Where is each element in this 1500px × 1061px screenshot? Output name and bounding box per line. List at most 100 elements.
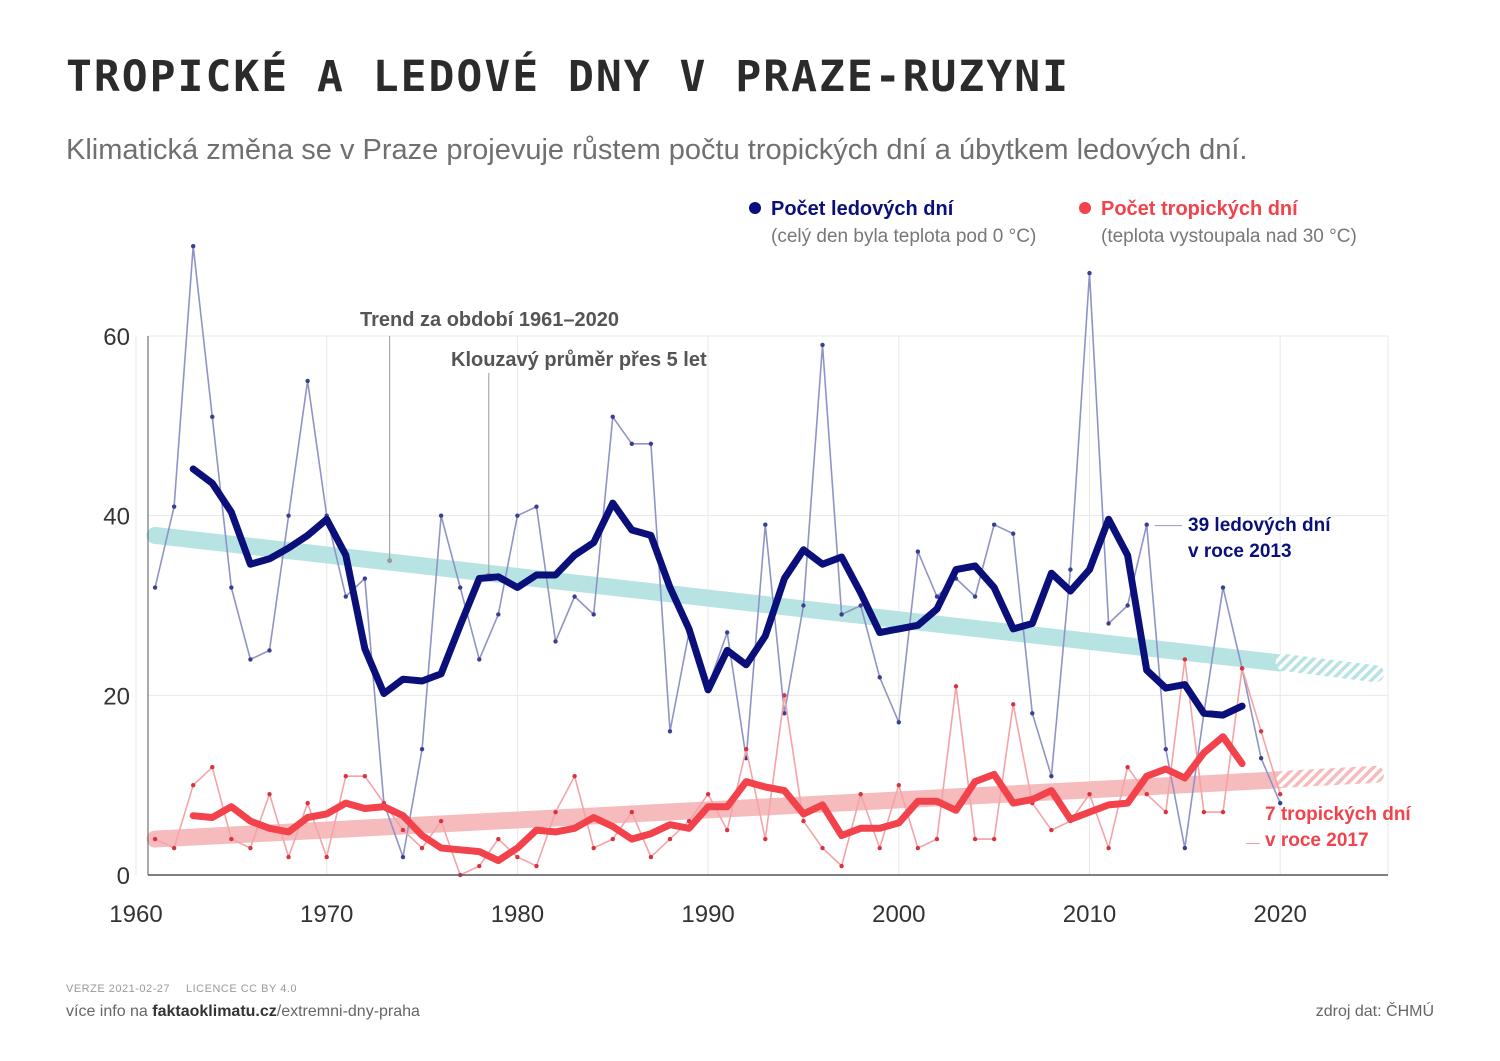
moving-average-annotation: Klouzavý průměr přes 5 let [451, 349, 707, 371]
x-tick-label: 1980 [491, 901, 544, 928]
tropical-yearly-point [324, 854, 329, 860]
ice-callout-line2: v roce 2013 [1188, 541, 1292, 562]
more-info-prefix: více info na [66, 1003, 153, 1020]
tropical-yearly-point [267, 791, 272, 797]
ice-yearly-point [858, 603, 863, 608]
tropical-yearly-point [343, 773, 348, 779]
tropical-yearly-point [1106, 845, 1111, 851]
more-info-domain[interactable]: faktaoklimatu.cz [152, 1003, 277, 1020]
ice-yearly-point [171, 504, 177, 509]
tropical-yearly-point [1049, 827, 1054, 833]
ice-yearly-point [1011, 531, 1016, 536]
ice-yearly-point [248, 657, 253, 662]
tropical-yearly-point [1201, 809, 1207, 815]
tropical-yearly-point [515, 854, 520, 860]
ice-yearly-point [896, 720, 901, 725]
ice-yearly-point [1106, 621, 1111, 626]
ice-yearly-point [419, 747, 425, 752]
tropical-yearly-point [934, 836, 940, 842]
tropical-yearly-point [210, 765, 215, 770]
legend-tropical-marker [1079, 202, 1091, 214]
ice-yearly-point [648, 441, 654, 446]
tropical-yearly-point [1239, 666, 1245, 671]
legend-ice-label: Počet ledových dní [771, 198, 955, 220]
ice-yearly-point [763, 522, 768, 527]
tropical-yearly-point [1011, 702, 1016, 707]
ice-yearly-point [229, 585, 234, 590]
tropical-callout-line1: 7 tropických dní [1265, 804, 1411, 825]
y-tick-label: 40 [103, 504, 130, 531]
x-tick-label: 1970 [300, 901, 353, 928]
tropical-yearly-point [229, 836, 234, 842]
tropical-yearly-point [591, 845, 596, 851]
tropical-yearly-point [1163, 809, 1168, 815]
ice-trend-band [146, 526, 1289, 672]
ice-yearly-point [343, 594, 348, 599]
x-tick-label: 2000 [872, 901, 925, 928]
trend-annotation: Trend za období 1961–2020 [360, 309, 619, 331]
ice-yearly-point [1220, 585, 1226, 590]
ice-yearly-point [152, 585, 158, 590]
tropical-yearly-point [972, 836, 978, 842]
ice-yearly-point [438, 513, 444, 518]
tropical-yearly-point [248, 845, 253, 851]
ice-yearly-point [1144, 522, 1149, 527]
tropical-moving-average-line [189, 733, 1246, 865]
footer-meta: VERZE 2021-02-27 LICENCE CC BY 4.0 [66, 983, 297, 995]
ice-yearly-point [362, 576, 368, 581]
licence-label[interactable]: LICENCE CC BY 4.0 [186, 983, 298, 995]
page-title: TROPICKÉ A LEDOVÉ DNY V PRAZE-RUZYNI [66, 52, 1070, 102]
tropical-yearly-point [991, 836, 997, 842]
ice-yearly-point [915, 549, 921, 554]
tropical-yearly-point [305, 800, 310, 806]
ice-yearly-line [154, 245, 1281, 858]
tropical-yearly-point [667, 836, 673, 842]
tropical-yearly-point [191, 782, 196, 788]
tropical-yearly-point [877, 845, 882, 851]
ice-yearly-point [457, 585, 463, 590]
ice-yearly-point [191, 243, 196, 249]
more-info-link[interactable]: více info na faktaoklimatu.cz/extremni-d… [66, 1003, 420, 1021]
ice-yearly-point [1087, 270, 1092, 276]
tropical-callout-line2: v roce 2017 [1265, 830, 1369, 851]
ice-yearly-point [991, 522, 997, 527]
tropical-yearly-point [553, 809, 558, 815]
tropical-yearly-point [477, 863, 482, 869]
ice-yearly-point [1068, 567, 1073, 572]
ice-yearly-point [1030, 711, 1035, 716]
ice-yearly-point [1258, 756, 1264, 761]
more-info-path[interactable]: /extremni-dny-praha [276, 1003, 420, 1020]
legend-ice-marker [749, 202, 761, 214]
tropical-yearly-point [858, 791, 863, 797]
tropical-yearly-point [1258, 729, 1264, 734]
tropical-yearly-line [154, 658, 1281, 876]
ice-yearly-point [591, 612, 596, 617]
ice-yearly-point [629, 441, 635, 446]
version-label: VERZE 2021-02-27 [66, 983, 170, 995]
x-tick-label: 2010 [1063, 901, 1116, 928]
legend: Počet ledových dní (celý den byla teplot… [749, 198, 1357, 247]
ice-callout-line1: 39 ledových dní [1188, 515, 1331, 536]
tropical-yearly-point [438, 818, 444, 824]
y-tick-label: 60 [103, 324, 130, 351]
trend-leader-dot [387, 558, 393, 564]
tropical-yearly-point [724, 827, 730, 833]
y-tick-label: 20 [103, 683, 130, 710]
tropical-yearly-point [286, 854, 291, 860]
ice-yearly-point [782, 711, 787, 716]
legend-tropical-label: Počet tropických dní [1101, 198, 1299, 220]
x-tick-label: 1990 [681, 901, 734, 928]
x-tick-label: 2020 [1254, 901, 1307, 928]
ice-yearly-point [1278, 800, 1283, 806]
tropical-yearly-point [572, 773, 577, 779]
ice-yearly-point [820, 342, 825, 348]
data-source: zdroj dat: ČHMÚ [1315, 1003, 1434, 1020]
ice-yearly-point [801, 603, 806, 608]
tropical-yearly-point [610, 836, 615, 842]
axes: 1960 1970 1980 1990 2000 2010 2020 0 20 40 60 [103, 324, 1388, 928]
ice-yearly-point [553, 639, 558, 644]
tropical-yearly-point [1125, 765, 1130, 770]
tropical-yearly-point [896, 782, 901, 788]
ice-yearly-point [534, 504, 539, 509]
